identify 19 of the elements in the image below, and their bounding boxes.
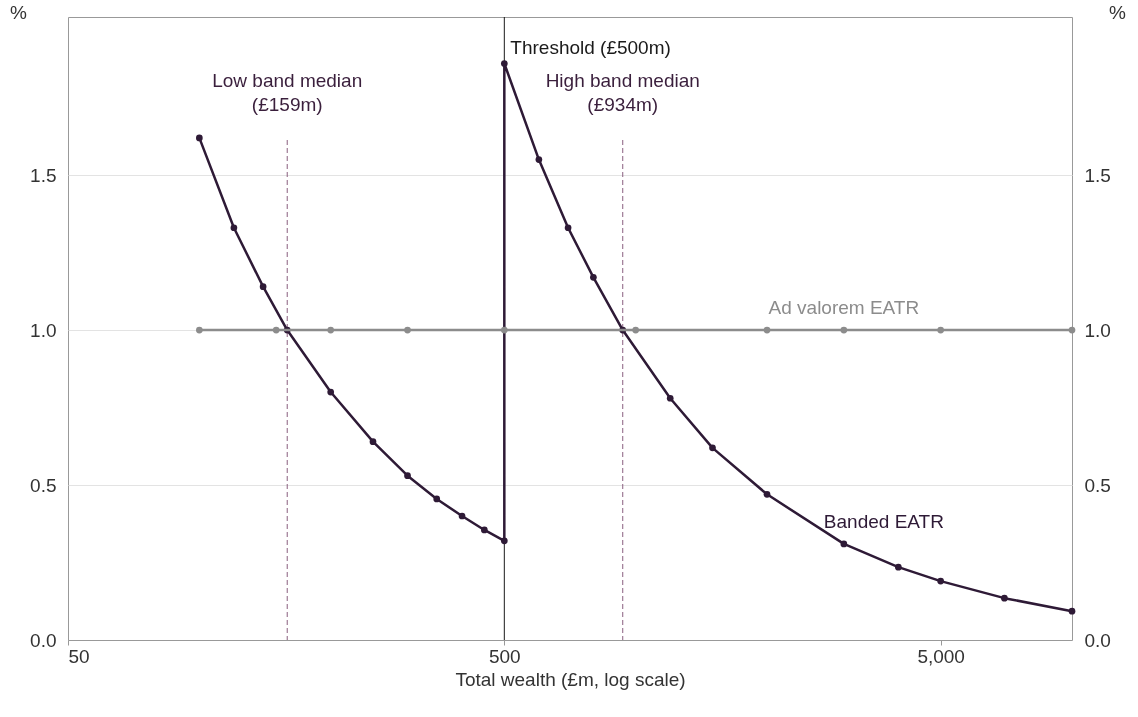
y2-tick-label: 0.5 (1084, 474, 1111, 496)
ref-line-label: Threshold (£500m) (510, 37, 671, 58)
y-tick-label: 0.5 (30, 474, 57, 496)
x-axis-title: Total wealth (£m, log scale) (455, 668, 686, 690)
y-tick-label: 1.0 (30, 319, 57, 341)
x-tick-label: 50 (68, 645, 90, 667)
ref-line-label: High band median (£934m) (545, 70, 700, 115)
y2-axis-title: % (1109, 1, 1127, 23)
y2-tick-label: 1.0 (1084, 319, 1111, 341)
x-tick-label: 5,000 (917, 645, 965, 667)
series-label: Banded EATR (823, 510, 944, 532)
ref-line-label: Low band median (£159m) (212, 70, 363, 115)
y2-tick-label: 0.0 (1084, 629, 1111, 651)
y-tick-label: 0.0 (30, 629, 57, 651)
x-tick-label: 500 (488, 645, 521, 667)
y-axis-title: % (10, 1, 28, 23)
y-tick-label: 1.5 (30, 164, 57, 186)
y2-tick-label: 1.5 (1084, 164, 1111, 186)
series-label: Ad valorem EATR (768, 297, 920, 319)
